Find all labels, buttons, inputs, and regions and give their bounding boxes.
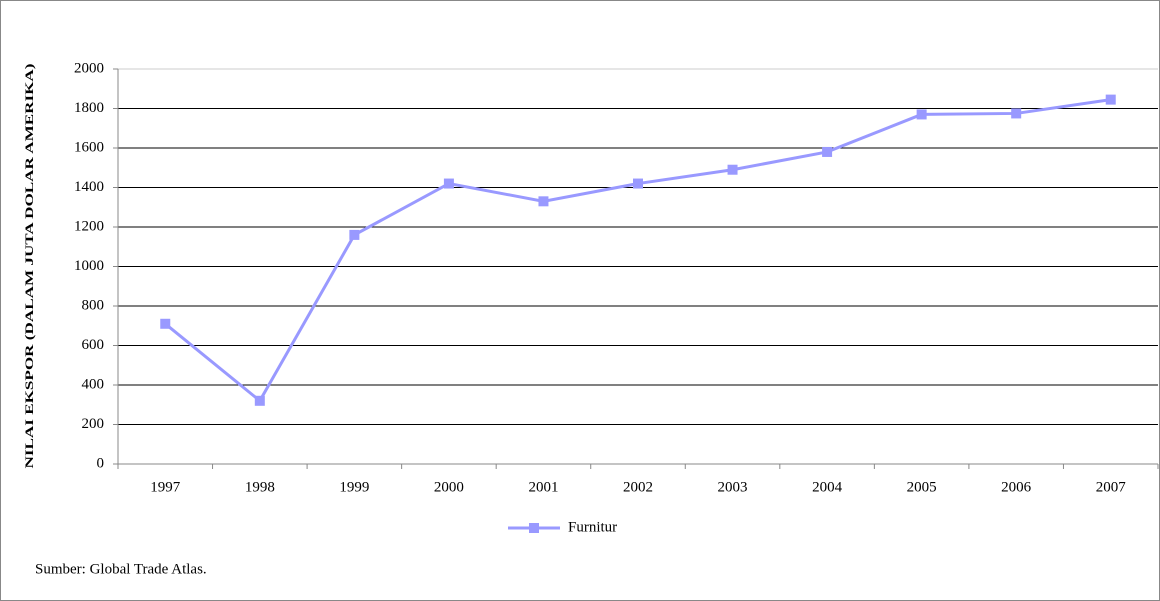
y-tick-label: 2000 [74,60,104,76]
data-point [538,196,549,207]
x-tick-label: 2007 [1096,479,1127,495]
x-tick-label: 1997 [150,479,181,495]
y-tick-label: 800 [82,297,105,313]
legend-label: Furnitur [568,519,617,535]
y-tick-label: 1200 [74,218,104,234]
y-tick-label: 1600 [74,139,104,155]
x-tick-label: 2005 [907,479,937,495]
y-tick-label: 400 [82,376,105,392]
x-tick-label: 2002 [623,479,653,495]
y-tick-label: 1800 [74,100,104,116]
data-point [727,164,738,175]
legend-swatch-marker [529,523,539,533]
x-tick-label: 1999 [339,479,369,495]
data-point [822,146,833,157]
data-point [349,229,360,240]
source-note: Sumber: Global Trade Atlas. [35,561,207,577]
x-tick-label: 1998 [245,479,275,495]
x-tick-label: 2004 [812,479,843,495]
y-tick-label: 0 [97,455,105,471]
data-point [443,178,454,189]
x-tick-label: 2006 [1001,479,1032,495]
data-point [916,109,927,120]
data-point [160,318,171,329]
y-axis-label: NILAI EKSPOR (DALAM JUTA DOLAR AMERIKA) [22,64,36,469]
data-point [1105,94,1116,105]
data-point [633,178,643,189]
data-point [1011,108,1022,119]
data-point [254,395,265,406]
y-tick-label: 200 [82,416,105,432]
y-tick-label: 1400 [74,179,104,195]
y-tick-label: 1000 [74,258,104,274]
x-tick-label: 2001 [528,479,558,495]
x-tick-label: 2003 [718,479,748,495]
y-tick-label: 600 [82,337,105,353]
x-tick-label: 2000 [434,479,464,495]
